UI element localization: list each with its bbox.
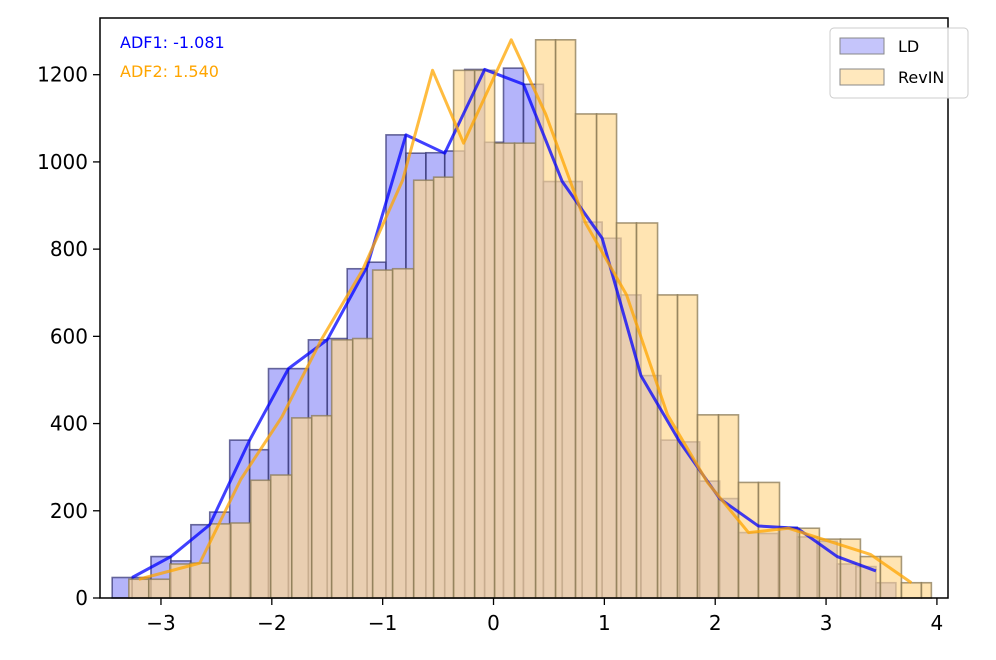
revin-bar [900, 581, 923, 599]
x-tick-label: −3 [146, 611, 175, 635]
revin-bar [249, 479, 272, 599]
revin-bar [351, 337, 374, 599]
series-lines [131, 38, 913, 584]
legend-swatch-revin [839, 68, 885, 86]
x-tick-label: 1 [598, 611, 611, 635]
revin-bar [128, 578, 150, 599]
revin-bar [635, 222, 659, 599]
legend: LD RevIN [829, 27, 969, 99]
y-tick-label: 800 [50, 237, 88, 261]
revin-bar [371, 269, 394, 599]
revin-bar [574, 113, 598, 599]
revin-bar [778, 527, 801, 599]
revin-bar [859, 555, 882, 599]
x-tick-label: 3 [820, 611, 833, 635]
revin-bar [757, 481, 781, 599]
plot-frame [99, 17, 949, 599]
revin-bar [452, 69, 476, 599]
revin-bar [737, 481, 760, 599]
legend-label-revin: RevIN [898, 68, 944, 87]
revin-bar [493, 142, 516, 599]
revin-bar [554, 39, 577, 599]
y-tick-label: 0 [75, 586, 88, 610]
revin-bar [595, 113, 618, 599]
ld-line [131, 67, 877, 579]
x-tick-label: −1 [368, 611, 397, 635]
revin-bar [920, 581, 933, 599]
legend-label-ld: LD [898, 37, 919, 56]
legend-swatch-ld [839, 37, 885, 55]
revin-line [138, 38, 913, 584]
revin-bar [330, 339, 354, 599]
revin-bar [230, 522, 252, 599]
adf1-annotation: ADF1: -1.081 [120, 33, 225, 52]
adf2-annotation: ADF2: 1.540 [120, 62, 219, 81]
x-tick-label: −2 [257, 611, 286, 635]
y-tick-label: 400 [50, 412, 88, 436]
y-tick-label: 200 [50, 499, 88, 523]
revin-bar [696, 414, 720, 599]
revin-bar [290, 417, 313, 599]
revin-bar [147, 578, 171, 599]
revin-bar [310, 414, 333, 599]
revin-bar [473, 69, 496, 599]
x-tick-label: 2 [709, 611, 722, 635]
y-axis-ticks: 0 200 400 600 800 1000 1200 [37, 63, 100, 610]
x-axis-ticks: −3 −2 −1 0 1 2 3 4 [146, 598, 943, 635]
revin-bar [656, 294, 679, 599]
revin-bar [269, 474, 293, 599]
x-tick-label: 0 [487, 611, 500, 635]
revin-bar [513, 142, 537, 599]
revin-bar [391, 267, 415, 599]
y-tick-label: 1200 [37, 63, 88, 87]
y-tick-label: 600 [50, 324, 88, 348]
revin-bar [412, 179, 435, 599]
revin-bar [188, 562, 211, 599]
revin-bar [615, 222, 638, 599]
y-tick-label: 1000 [37, 150, 88, 174]
x-tick-label: 4 [931, 611, 944, 635]
revin-bar [432, 176, 455, 599]
